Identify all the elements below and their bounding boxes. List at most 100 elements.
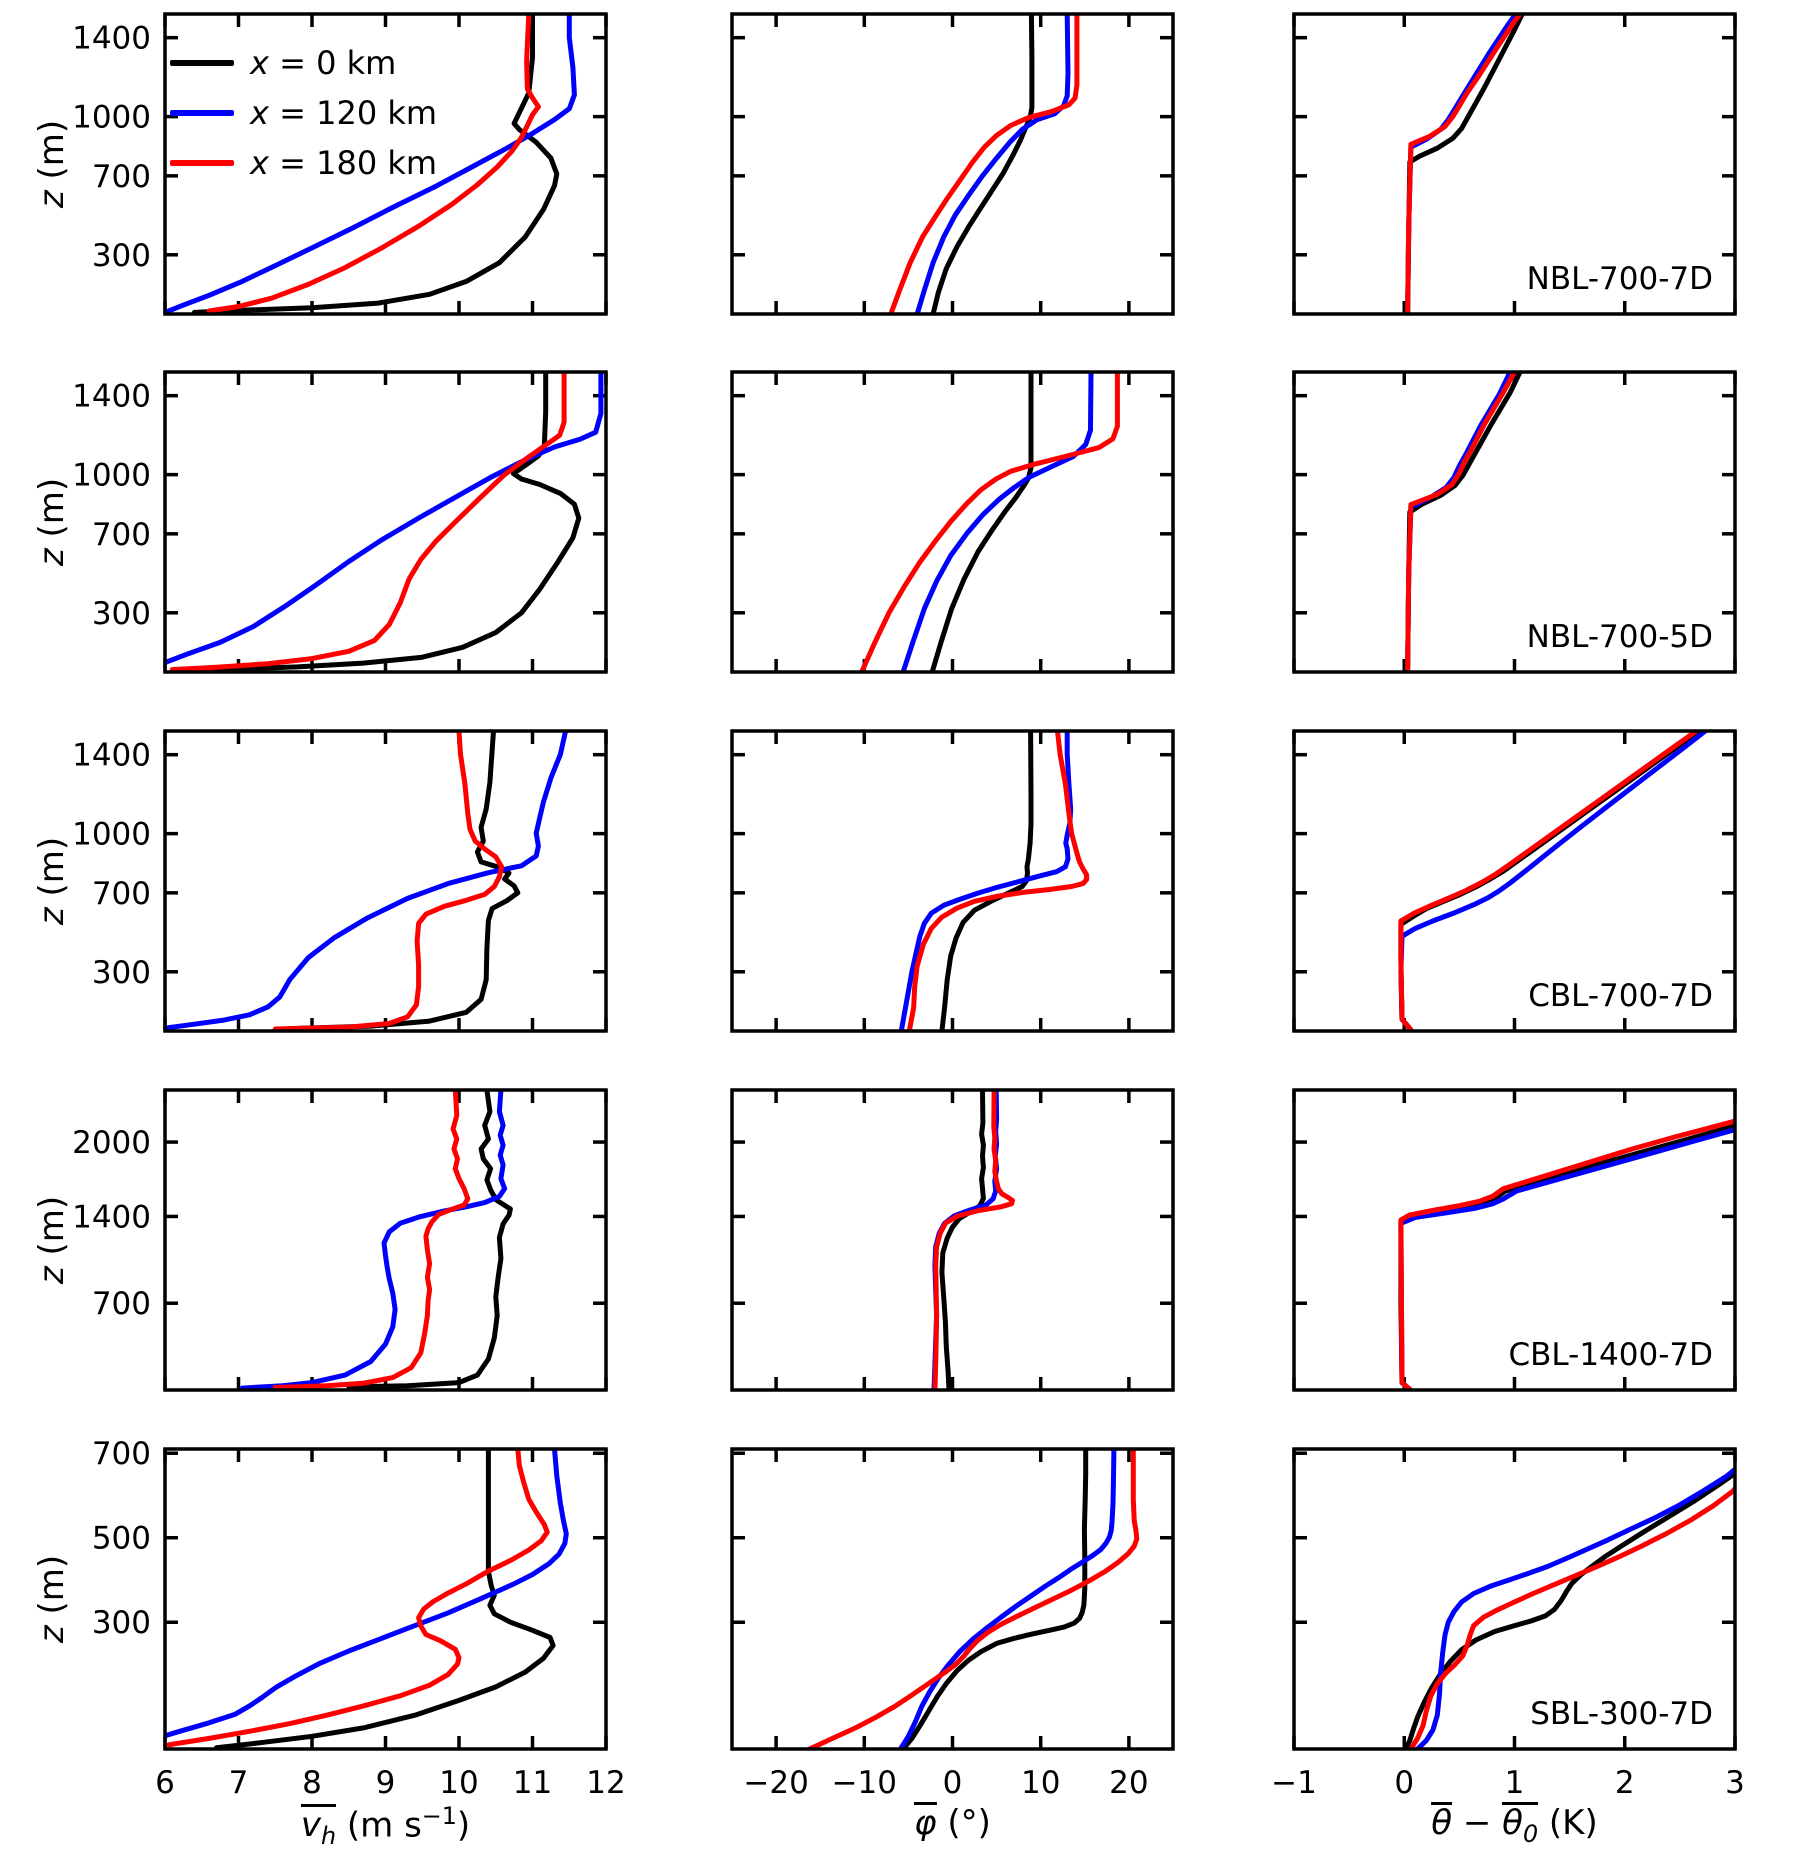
yaxis-label-z: z (m)	[32, 1554, 72, 1644]
yaxis-label-z: z (m)	[32, 1195, 72, 1285]
x-tick-label: −10	[832, 1765, 897, 1801]
legend-item: x = 120 km	[170, 88, 437, 138]
x-tick-label: 1	[1505, 1765, 1525, 1801]
series-line-x180km	[206, 14, 541, 314]
series-line-x0km	[939, 1090, 986, 1390]
panel-border	[1292, 1088, 1737, 1392]
y-tick-label: 1400	[72, 738, 151, 774]
x-tick-label: −20	[743, 1765, 808, 1801]
legend-label: x = 180 km	[250, 144, 438, 182]
panel-border	[730, 1088, 1175, 1392]
panel-CBL-1400-7D-theta	[1292, 1088, 1737, 1392]
series-line-x120km	[898, 731, 1074, 1031]
series-line-x120km	[239, 1090, 508, 1390]
series-line-x120km	[1415, 1466, 1735, 1749]
series-line-x0km	[1405, 14, 1525, 314]
series-line-x180km	[1405, 14, 1523, 314]
series-line-x180km	[1405, 372, 1517, 672]
series-line-x0km	[930, 14, 1035, 314]
x-tick-label: 6	[155, 1765, 175, 1801]
x-tick-label: −1	[1271, 1765, 1317, 1801]
series-line-x120km	[165, 731, 569, 1031]
series-line-x0km	[1405, 372, 1523, 672]
y-tick-label: 300	[92, 955, 151, 991]
x-tick-label: 3	[1725, 1765, 1745, 1801]
y-tick-label: 1000	[72, 100, 151, 136]
y-tick-label: 2000	[72, 1125, 151, 1161]
x-tick-label: 10	[439, 1765, 478, 1801]
series-line-x120km	[931, 1090, 1000, 1390]
series-line-x120km	[914, 14, 1071, 314]
series-line-x180km	[166, 1449, 550, 1748]
y-tick-label: 1400	[72, 1199, 151, 1235]
series-line-x120km	[165, 14, 577, 314]
series-line-x0km	[346, 1090, 513, 1390]
legend-line-swatch	[170, 60, 234, 66]
panel-border	[730, 12, 1175, 316]
y-tick-label: 1000	[72, 458, 151, 494]
y-tick-label: 700	[92, 876, 151, 912]
panel-CBL-1400-7D-vh: 700 1400 2000	[72, 1088, 608, 1392]
panel-NBL-700-5D-phi	[730, 370, 1175, 674]
xaxis-label-theta: θ − θ0 (K)	[1431, 1802, 1598, 1848]
series-line-x0km	[902, 1449, 1089, 1749]
series-line-x0km	[1404, 1471, 1735, 1749]
panel-border	[1292, 1447, 1737, 1751]
y-tick-label: 700	[92, 159, 151, 195]
panel-border	[730, 370, 1175, 674]
x-tick-label: 2	[1615, 1765, 1635, 1801]
series-line-x0km	[169, 372, 582, 672]
series-line-x0km	[191, 14, 560, 314]
panel-border	[163, 12, 608, 316]
panel-NBL-700-7D-vh: 300 700 1000 1400	[72, 12, 608, 316]
series-line-x180km	[807, 1449, 1140, 1749]
x-tick-label: 8	[302, 1765, 322, 1801]
y-tick-label: 700	[92, 1286, 151, 1322]
panel-case-label: SBL-300-7D	[1530, 1696, 1713, 1732]
series-line-x180km	[272, 731, 505, 1031]
series-line-x180km	[859, 372, 1120, 672]
series-line-x120km	[165, 1449, 569, 1739]
series-line-x0km	[214, 1449, 556, 1749]
panel-NBL-700-7D-theta	[1292, 12, 1737, 316]
legend-line-swatch	[170, 110, 234, 116]
y-tick-label: 700	[92, 1436, 151, 1472]
xaxis-label-vh: vh (m s−1)	[300, 1802, 471, 1851]
series-line-x120km	[898, 1449, 1117, 1749]
panel-case-label: NBL-700-7D	[1526, 261, 1713, 297]
series-line-x180km	[932, 1090, 1015, 1390]
y-tick-label: 300	[92, 238, 151, 274]
panel-border	[1292, 370, 1737, 674]
panel-border	[163, 729, 608, 1033]
legend-label: x = 120 km	[250, 94, 438, 132]
legend: x = 0 km x = 120 km x = 180 km	[170, 38, 437, 188]
panel-SBL-300-7D-theta: −1 0 1 2 3	[1271, 1447, 1745, 1801]
yaxis-label-z: z (m)	[32, 836, 72, 926]
panel-NBL-700-7D-phi	[730, 12, 1175, 316]
legend-line-swatch	[170, 160, 234, 166]
yaxis-label-z: z (m)	[32, 119, 72, 209]
panel-case-label: NBL-700-5D	[1526, 619, 1713, 655]
panel-CBL-1400-7D-phi	[730, 1088, 1175, 1392]
panel-border	[163, 1447, 608, 1751]
panel-CBL-700-7D-phi	[730, 729, 1175, 1033]
series-line-x180km	[1398, 1118, 1735, 1390]
panel-border	[730, 1447, 1175, 1751]
series-line-x180km	[1408, 1484, 1735, 1749]
legend-label: x = 0 km	[250, 44, 397, 82]
x-tick-label: 0	[943, 1765, 963, 1801]
panel-CBL-700-7D-vh: 300 700 1000 1400	[72, 729, 608, 1033]
series-line-x0km	[939, 731, 1034, 1031]
panel-NBL-700-5D-vh: 300 700 1000 1400	[72, 370, 608, 674]
series-line-x120km	[165, 372, 604, 665]
series-line-x180km	[888, 14, 1080, 314]
panel-CBL-700-7D-theta	[1292, 729, 1737, 1033]
yaxis-label-z: z (m)	[32, 477, 72, 567]
series-line-x0km	[287, 731, 521, 1031]
x-tick-label: 11	[513, 1765, 552, 1801]
x-tick-label: 10	[1021, 1765, 1060, 1801]
x-tick-label: 0	[1394, 1765, 1414, 1801]
y-tick-label: 300	[92, 596, 151, 632]
